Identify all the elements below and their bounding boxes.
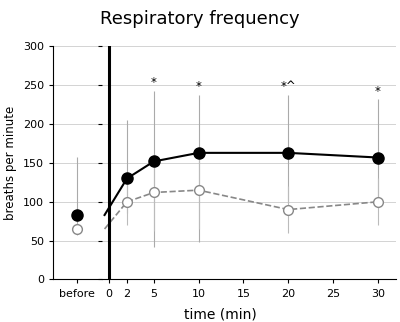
Text: *: * [375,85,381,98]
Text: *: * [151,76,157,89]
Text: *: * [196,80,202,93]
Text: *^: *^ [280,80,296,93]
Text: Respiratory frequency: Respiratory frequency [100,10,300,28]
Text: time (min): time (min) [184,308,256,322]
Y-axis label: breaths per minute: breaths per minute [4,106,17,220]
